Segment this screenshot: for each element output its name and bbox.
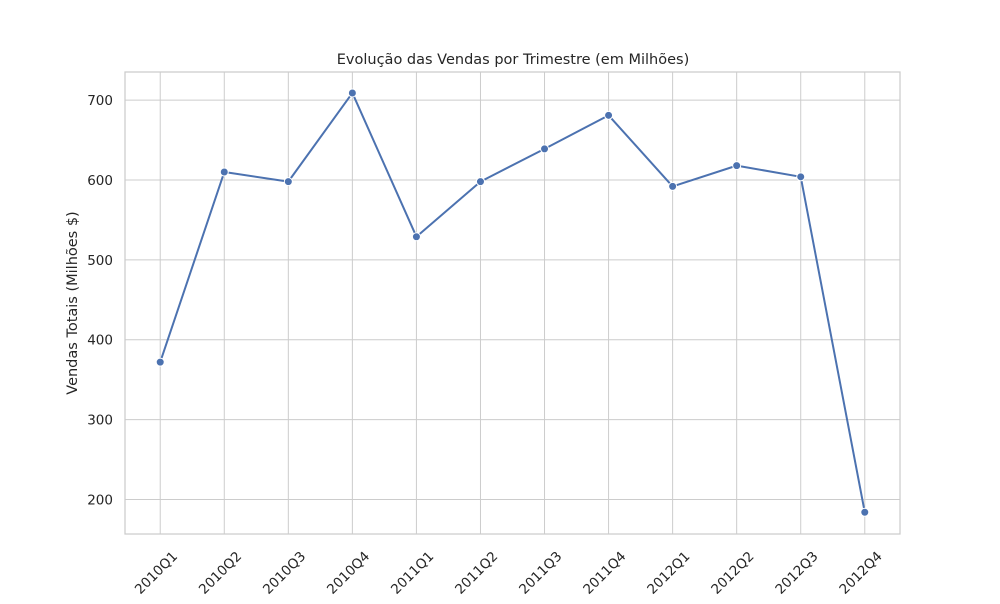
y-tick-label: 300 bbox=[87, 413, 113, 429]
data-point bbox=[219, 167, 229, 177]
y-tick-label: 200 bbox=[87, 492, 113, 508]
series-layer bbox=[155, 88, 870, 517]
data-point bbox=[732, 161, 742, 171]
y-tick-label: 600 bbox=[87, 173, 113, 189]
plot-frame bbox=[124, 71, 901, 535]
y-tick-label: 700 bbox=[87, 93, 113, 109]
data-point bbox=[540, 144, 550, 154]
data-point bbox=[604, 110, 614, 120]
y-axis-label: Vendas Totais (Milhões $) bbox=[65, 211, 81, 394]
data-point bbox=[796, 172, 806, 182]
y-tick-label: 400 bbox=[87, 333, 113, 349]
y-tick-labels: 200 300 400 500 600 700 bbox=[87, 93, 113, 508]
data-point bbox=[155, 357, 165, 367]
chart-title: Evolução das Vendas por Trimestre (em Mi… bbox=[337, 52, 689, 68]
data-point bbox=[283, 177, 293, 187]
data-point bbox=[668, 181, 678, 191]
series-line bbox=[159, 91, 866, 513]
data-point bbox=[860, 507, 870, 517]
y-tick-label: 500 bbox=[87, 253, 113, 269]
data-point bbox=[475, 177, 485, 187]
data-point bbox=[411, 232, 421, 242]
grid-lines bbox=[125, 72, 900, 534]
data-point bbox=[347, 88, 357, 98]
